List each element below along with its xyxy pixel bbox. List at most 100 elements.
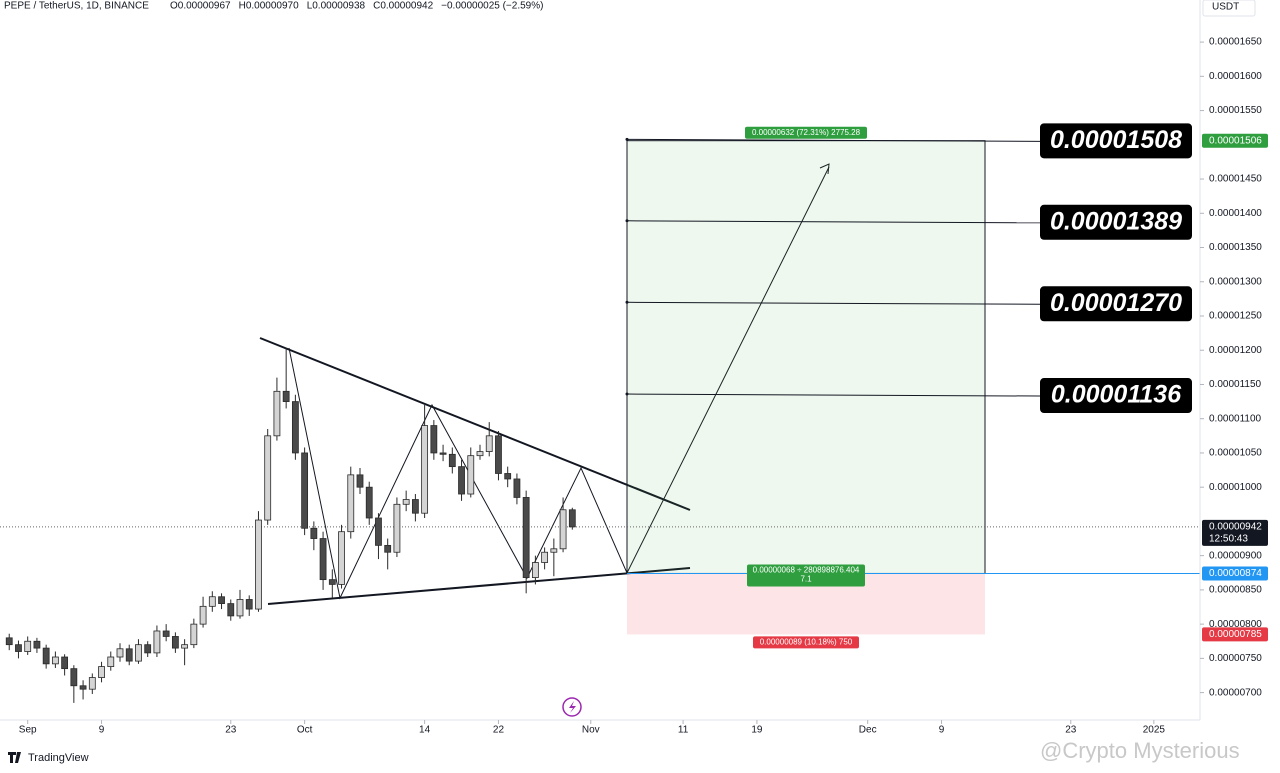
candle-body bbox=[421, 425, 429, 514]
header-ohlc: −0.00000025 (−2.59%) bbox=[441, 1, 543, 12]
entry-stats: 0.00000068 ÷ 280898876.404 bbox=[753, 566, 860, 575]
candle-body bbox=[559, 509, 567, 550]
candle-body bbox=[375, 517, 382, 546]
candle-body bbox=[568, 509, 576, 528]
candle-body bbox=[365, 486, 373, 519]
y-tick-label: 0.00000900 bbox=[1209, 550, 1262, 561]
stop-stats: 0.00000089 (10.18%) 750 bbox=[760, 638, 853, 647]
profit-zone bbox=[626, 140, 986, 574]
candle-body bbox=[467, 455, 475, 495]
target-stats-box bbox=[745, 126, 867, 139]
candle-body bbox=[42, 647, 50, 665]
candle-body bbox=[458, 466, 465, 495]
header-ohlc: H0.00000970 bbox=[239, 1, 299, 12]
candle-body bbox=[402, 499, 410, 505]
x-tick-label: Nov bbox=[582, 725, 600, 736]
event-bolt bbox=[569, 701, 576, 713]
candle-body bbox=[227, 603, 235, 617]
candle-body bbox=[70, 668, 78, 687]
risk-reward: 7.1 bbox=[800, 575, 812, 584]
y-tick-label: 0.00001350 bbox=[1209, 242, 1262, 253]
candle-body bbox=[328, 579, 336, 585]
header-ohlc: C0.00000942 bbox=[373, 1, 433, 12]
x-tick-label: 9 bbox=[99, 725, 105, 736]
y-tick-label: 0.00001250 bbox=[1209, 311, 1262, 322]
candle-body bbox=[162, 630, 170, 637]
candle-body bbox=[116, 648, 124, 658]
x-tick-label: 14 bbox=[419, 725, 431, 736]
y-tick-label: 0.00001450 bbox=[1209, 174, 1262, 185]
arrow-head bbox=[819, 163, 830, 175]
candle-body bbox=[181, 644, 189, 649]
candle-body bbox=[319, 538, 327, 581]
watermark: @Crypto Mysterious bbox=[1040, 738, 1240, 763]
target-stats: 0.00000632 (72.31%) 2775.28 bbox=[752, 128, 861, 137]
candle-body bbox=[79, 685, 87, 690]
target-label-box bbox=[1040, 378, 1192, 414]
header-title: PEPE / TetherUS, 1D, BINANCE bbox=[4, 1, 149, 12]
target-line bbox=[626, 301, 1041, 305]
candle-body bbox=[190, 623, 198, 646]
candle-body bbox=[504, 473, 512, 480]
target-line bbox=[626, 220, 1041, 224]
currency-box bbox=[1202, 0, 1256, 17]
candle-body bbox=[107, 656, 115, 667]
upper-trendline bbox=[259, 337, 691, 511]
candle-body bbox=[347, 474, 355, 533]
candle-body bbox=[33, 640, 41, 649]
y-tick-label: 0.00001550 bbox=[1209, 105, 1262, 116]
x-tick-label: 22 bbox=[493, 725, 505, 736]
y-tick-label: 0.00001000 bbox=[1209, 482, 1262, 493]
candle-body bbox=[439, 452, 447, 455]
candle-body bbox=[61, 656, 69, 670]
candle-body bbox=[550, 548, 558, 553]
y-tick-label: 0.00001200 bbox=[1209, 345, 1262, 356]
price-badge: 0.00000942 bbox=[1209, 522, 1262, 533]
candle-body bbox=[495, 435, 502, 474]
candle-body bbox=[199, 605, 207, 625]
candle-body bbox=[291, 401, 299, 454]
candle-body bbox=[153, 630, 161, 654]
countdown: 12:50:43 bbox=[1209, 534, 1248, 545]
candle-body bbox=[264, 435, 272, 521]
y-tick-label: 0.00000800 bbox=[1209, 619, 1262, 630]
y-tick-label: 0.00001150 bbox=[1209, 379, 1262, 390]
candle-body bbox=[310, 527, 318, 539]
candle-body bbox=[384, 544, 392, 553]
candle-body bbox=[135, 644, 142, 662]
brand-logo bbox=[8, 752, 21, 763]
candle-body bbox=[338, 531, 345, 585]
candle-body bbox=[485, 435, 493, 452]
target-line bbox=[626, 393, 1041, 397]
y-tick-label: 0.00001650 bbox=[1209, 37, 1262, 48]
stop-stats-box bbox=[753, 636, 859, 649]
brand: TradingView bbox=[28, 752, 89, 764]
candle-body bbox=[125, 648, 133, 662]
candle-body bbox=[541, 551, 549, 563]
candle-body bbox=[98, 666, 105, 678]
x-tick-label: 2025 bbox=[1143, 725, 1166, 736]
target-label: 0.00001508 bbox=[1050, 126, 1182, 154]
candle-body bbox=[513, 478, 521, 498]
candle-body bbox=[236, 599, 244, 617]
price-badge: 0.00001506 bbox=[1209, 135, 1262, 146]
x-tick-label: Sep bbox=[19, 725, 37, 736]
candle-body bbox=[522, 497, 530, 578]
candle-body bbox=[476, 451, 484, 457]
y-tick-label: 0.00001600 bbox=[1209, 71, 1262, 82]
price-badge-box bbox=[1202, 519, 1268, 546]
candle-body bbox=[88, 677, 96, 690]
candle-body bbox=[171, 636, 179, 649]
candle-body bbox=[301, 452, 309, 529]
lower-trendline bbox=[267, 567, 691, 605]
x-tick-label: 23 bbox=[225, 725, 237, 736]
y-tick-label: 0.00001400 bbox=[1209, 208, 1262, 219]
target-label: 0.00001389 bbox=[1050, 207, 1182, 235]
y-tick-label: 0.00000700 bbox=[1209, 687, 1262, 698]
price-badge: 0.00000785 bbox=[1209, 629, 1262, 640]
candle-body bbox=[5, 637, 13, 646]
candle-body bbox=[255, 519, 262, 610]
candle-body bbox=[282, 390, 290, 402]
target-label-box bbox=[1040, 123, 1192, 159]
